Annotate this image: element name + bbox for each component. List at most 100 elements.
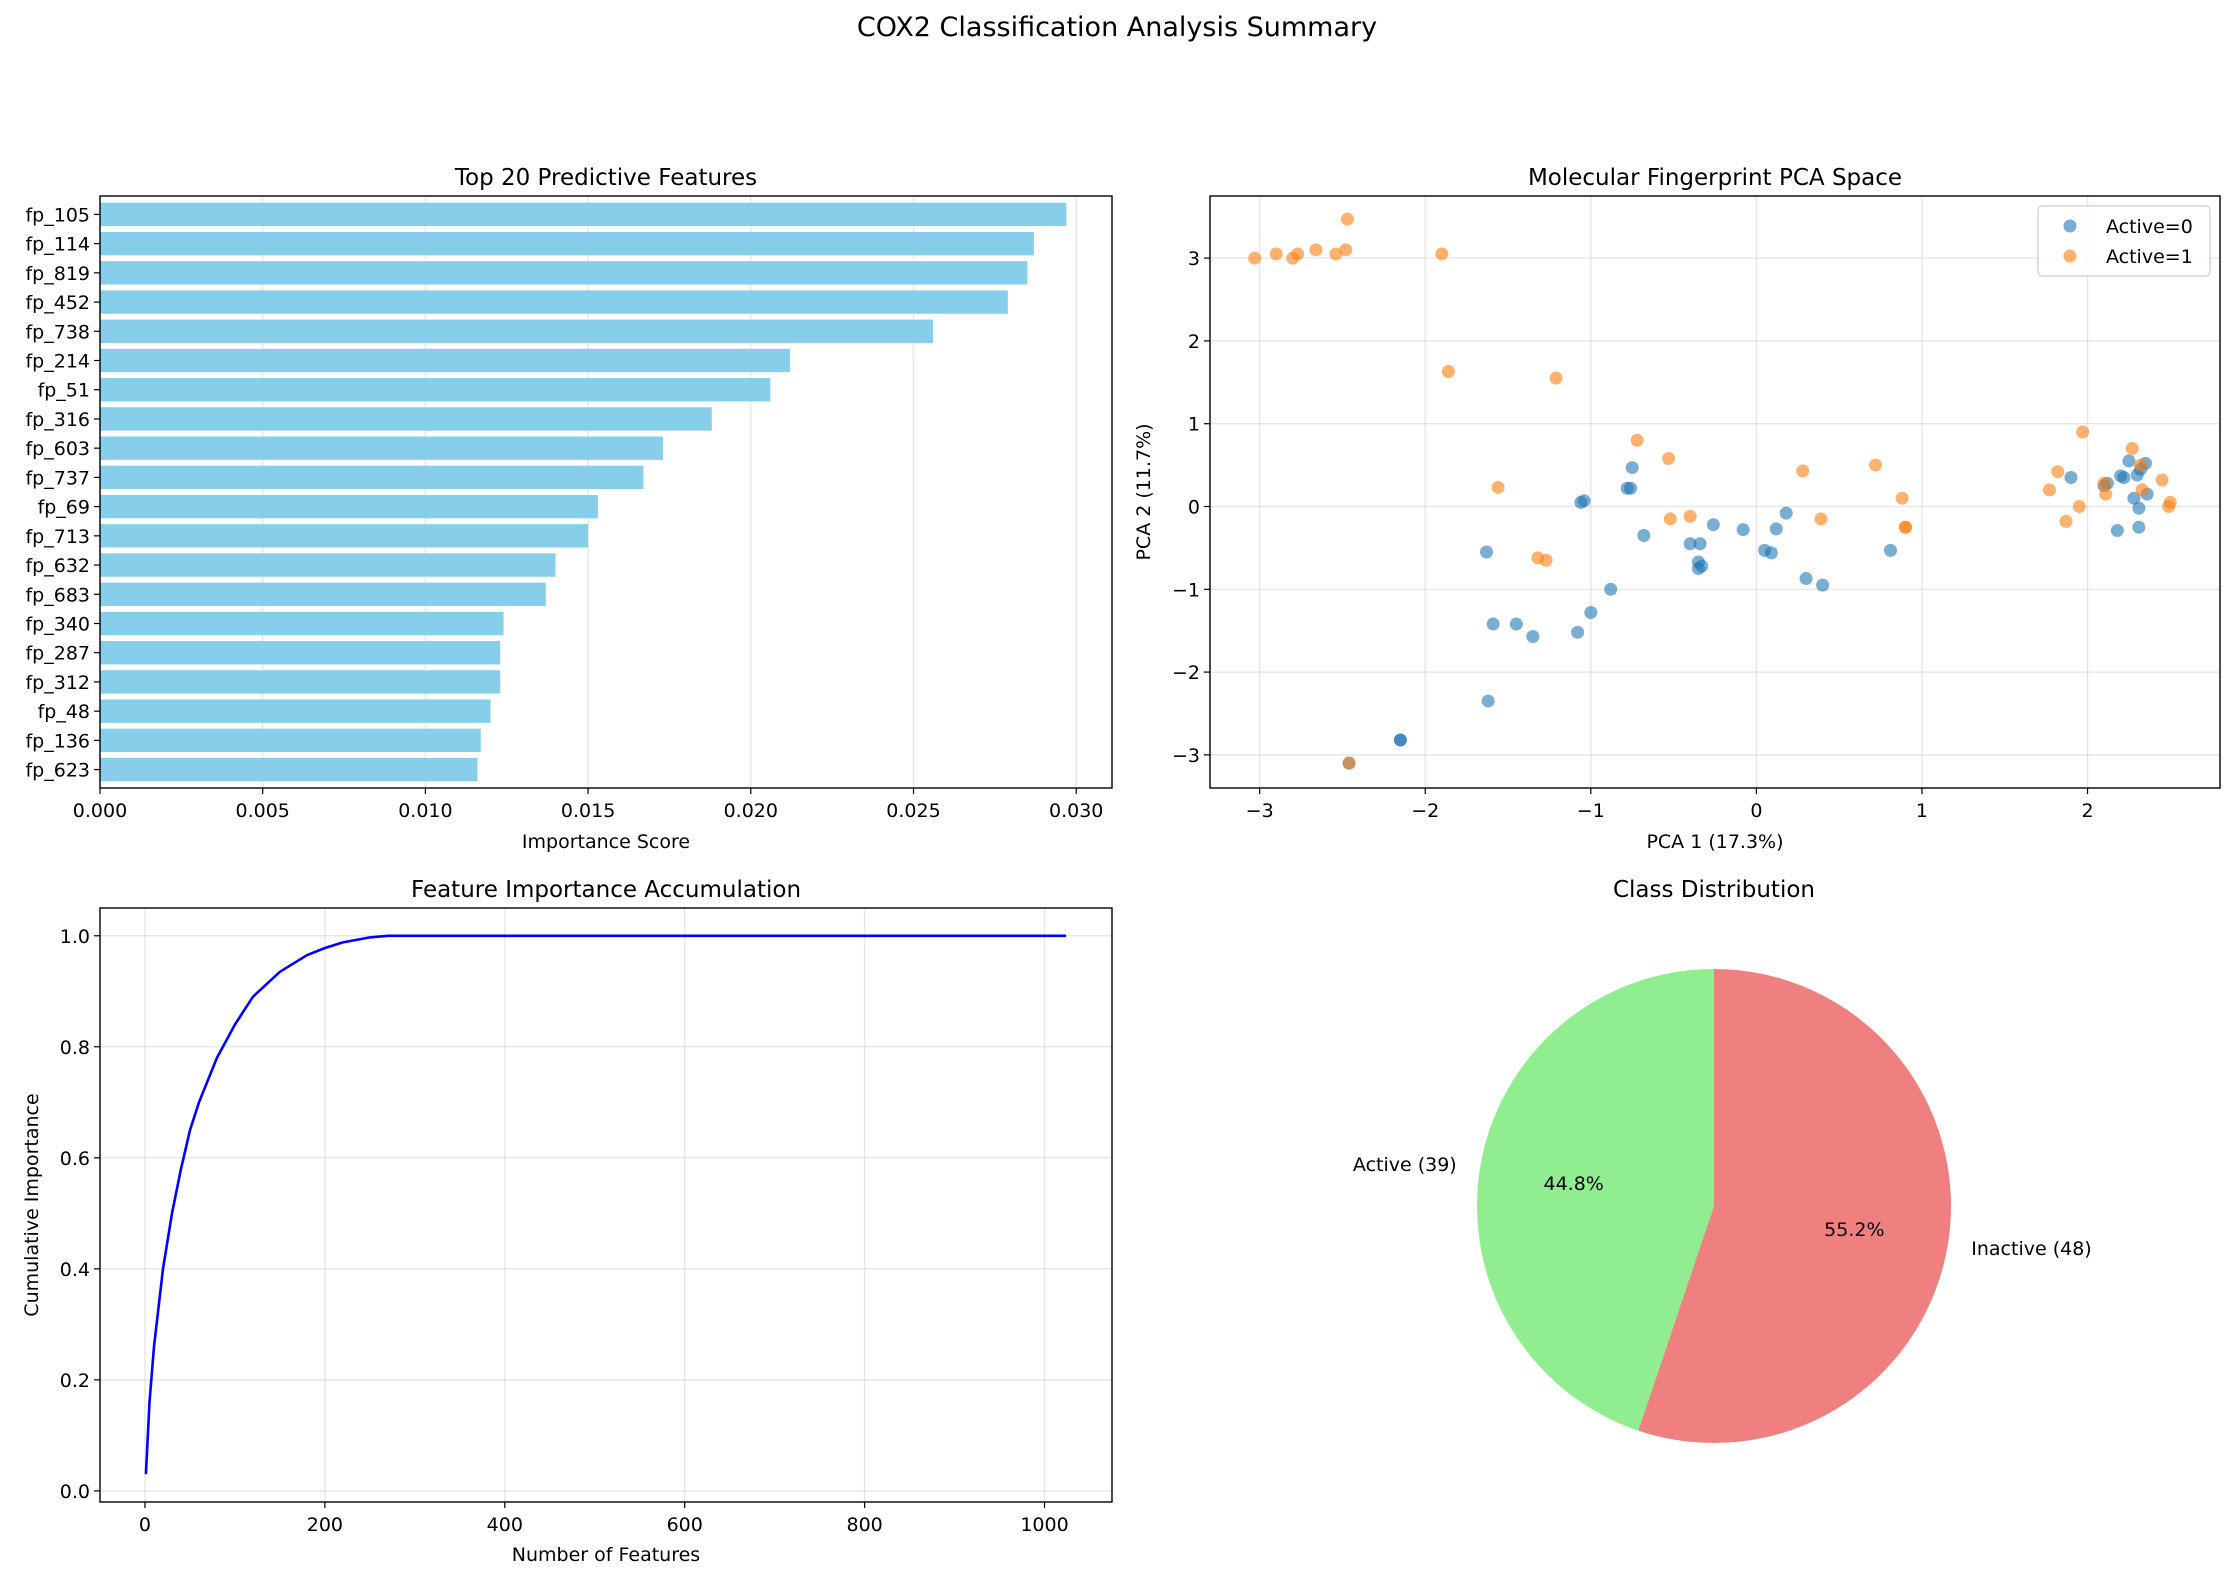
point-active-1 [1663, 512, 1677, 526]
point-active-1 [1898, 520, 1912, 534]
bar-fp-214 [100, 348, 790, 373]
y-tick-label: 0.2 [60, 1370, 90, 1392]
point-active-0 [1637, 528, 1651, 542]
point-active-1 [1814, 512, 1828, 526]
point-active-1 [1441, 365, 1455, 379]
x-tick-label: 400 [487, 1514, 523, 1536]
point-active-0 [2132, 520, 2146, 534]
y-tick-label-fp-603: fp_603 [25, 438, 90, 460]
pca-scatter-ticks: −3 −2 −1 0 1 2 −3 −2 −1 0 1 2 3 [1172, 248, 2094, 822]
point-active-1 [1329, 247, 1343, 261]
point-active-1 [2072, 499, 2086, 513]
cumulative-importance-title: Feature Importance Accumulation [411, 877, 801, 903]
point-active-0 [1799, 572, 1813, 586]
x-tick-label: −3 [1246, 800, 1274, 822]
point-active-1 [1539, 553, 1553, 567]
y-tick-label: 0.0 [60, 1481, 90, 1503]
point-active-1 [1248, 251, 1262, 265]
point-active-0 [1683, 537, 1697, 551]
feature-importance-frame [99, 195, 1113, 789]
bar-fp-105 [100, 202, 1067, 227]
y-tick-label-fp-623: fp_623 [25, 760, 90, 782]
legend-label-active-1: Active=1 [2106, 246, 2193, 268]
point-active-1 [1683, 509, 1697, 523]
point-active-0 [1693, 537, 1707, 551]
y-tick-label: 0.8 [60, 1037, 90, 1059]
pie-pct-inactive-48: 55.2% [1824, 1219, 1884, 1241]
class-distribution-panel: Class Distribution Active (39) 44.8% Inact… [1353, 877, 2092, 1443]
point-active-0 [1509, 617, 1523, 631]
point-active-1 [1309, 243, 1323, 257]
point-active-0 [1884, 543, 1898, 557]
point-active-1 [2134, 458, 2148, 472]
feature-importance-panel: Top 20 Predictive Features 0.000 0.005 0.0… [25, 165, 1113, 853]
pca-scatter-points [1248, 212, 2177, 770]
class-distribution-labels: Active (39) 44.8% Inactive (48) 55.2% [1353, 1154, 2092, 1260]
point-active-0 [1526, 629, 1540, 643]
y-tick-label: −3 [1172, 745, 1200, 767]
point-active-1 [2099, 487, 2113, 501]
x-tick-label: 0.030 [1049, 800, 1103, 822]
bar-fp-713 [100, 524, 589, 548]
y-tick-label-fp-105: fp_105 [25, 204, 90, 226]
point-active-0 [1393, 733, 1407, 747]
x-tick-label: 1000 [1020, 1514, 1068, 1536]
cumulative-importance-frame [99, 907, 1113, 1503]
bar-fp-287 [100, 641, 501, 665]
x-tick-label: 600 [667, 1514, 703, 1536]
feature-importance-ticks: 0.000 0.005 0.010 0.015 0.020 0.025 0.030 fp_10… [25, 204, 1103, 822]
y-tick-label-fp-48: fp_48 [38, 701, 90, 723]
figure-title: COX2 Classification Analysis Summary [857, 12, 1377, 43]
x-tick-label: 0.005 [235, 800, 289, 822]
pca-scatter-frame [1209, 195, 2221, 789]
y-tick-label-fp-737: fp_737 [25, 467, 90, 489]
point-active-1 [2135, 483, 2149, 497]
y-tick-label-fp-69: fp_69 [38, 497, 90, 519]
y-tick-label-fp-316: fp_316 [25, 409, 90, 431]
legend-marker-active-0 [2063, 219, 2077, 233]
point-active-1 [1339, 243, 1353, 257]
point-active-1 [1796, 464, 1810, 478]
point-active-1 [2163, 495, 2177, 509]
pie-slice-inactive-48 [1638, 969, 1952, 1443]
cumulative-importance-ticks: 0 200 400 600 800 1000 0.0 0.2 0.4 0.6 0.8 1.0 [60, 926, 1069, 1536]
point-active-1 [1662, 451, 1676, 465]
pca-scatter-grid [1210, 196, 2220, 788]
pca-scatter-panel: Molecular Fingerprint PCA Space −3 −2 −1 0 1… [1133, 165, 2221, 853]
x-tick-label: 200 [307, 1514, 343, 1536]
point-active-1 [1342, 756, 1356, 770]
cumulative-importance-line-layer [144, 934, 1067, 1475]
point-active-0 [1486, 617, 1500, 631]
x-tick-label: −1 [1577, 800, 1605, 822]
point-active-0 [1481, 694, 1495, 708]
bar-fp-316 [100, 407, 712, 431]
pie-label-active-39: Active (39) [1353, 1154, 1457, 1176]
x-tick-label: 0 [139, 1514, 151, 1536]
pie-pct-active-39: 44.8% [1543, 1173, 1603, 1195]
x-tick-label: 1 [1916, 800, 1928, 822]
point-active-1 [1435, 247, 1449, 261]
point-active-1 [2042, 483, 2056, 497]
point-active-1 [1340, 212, 1354, 226]
point-active-0 [1584, 605, 1598, 619]
bar-fp-683 [100, 582, 546, 606]
point-active-0 [1577, 494, 1591, 508]
x-tick-label: 0.025 [886, 800, 940, 822]
y-tick-label-fp-51: fp_51 [38, 380, 90, 402]
cumulative-importance-line [144, 934, 1067, 1475]
point-active-0 [2132, 501, 2146, 515]
x-tick-label: 0.010 [398, 800, 452, 822]
bar-fp-452 [100, 290, 1008, 314]
point-active-0 [1480, 545, 1494, 559]
y-tick-label-fp-214: fp_214 [25, 351, 90, 373]
y-tick-label-fp-452: fp_452 [25, 292, 90, 314]
point-active-0 [1764, 546, 1778, 560]
point-active-0 [2064, 471, 2078, 485]
point-active-0 [2110, 524, 2124, 538]
bar-fp-623 [100, 757, 478, 782]
y-tick-label-fp-287: fp_287 [25, 643, 90, 665]
legend-box [2037, 205, 2211, 277]
point-active-0 [1779, 506, 1793, 520]
legend-label-active-0: Active=0 [2106, 216, 2193, 238]
y-tick-label-fp-738: fp_738 [25, 321, 90, 343]
